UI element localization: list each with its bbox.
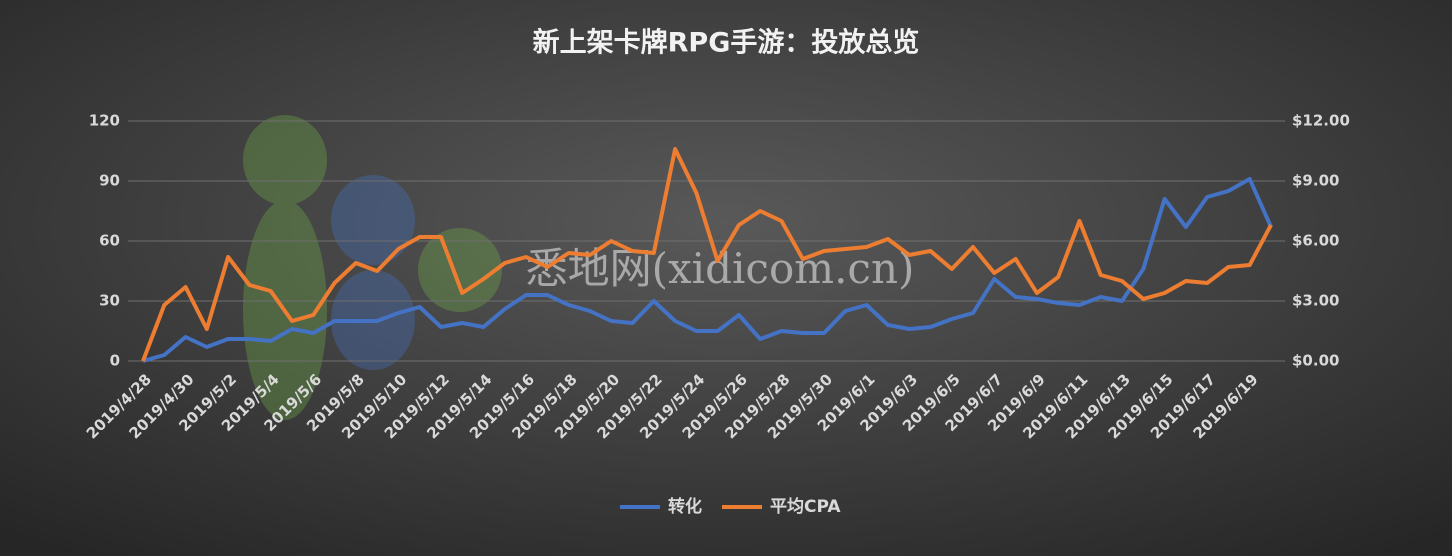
y2-tick-label: $12.00 xyxy=(1292,112,1350,130)
y2-tick-label: $3.00 xyxy=(1292,292,1339,310)
series-line xyxy=(142,177,1273,363)
series-line xyxy=(141,147,1273,362)
y-tick-label: 30 xyxy=(99,292,120,310)
watermark: 悉地网(xidicom.cn) xyxy=(526,244,915,293)
chart-title: 新上架卡牌RPG手游：投放总览 xyxy=(533,27,920,59)
legend-label: 平均CPA xyxy=(770,496,841,517)
y-tick-label: 60 xyxy=(99,232,120,250)
y-tick-label: 90 xyxy=(99,172,120,190)
legend-label: 转化 xyxy=(668,496,702,517)
y2-tick-label: $0.00 xyxy=(1292,352,1339,370)
y2-tick-label: $9.00 xyxy=(1292,172,1339,190)
y-tick-label: 0 xyxy=(110,352,120,370)
logo xyxy=(243,115,502,420)
y-tick-label: 120 xyxy=(89,112,120,130)
y2-tick-label: $6.00 xyxy=(1292,232,1339,250)
